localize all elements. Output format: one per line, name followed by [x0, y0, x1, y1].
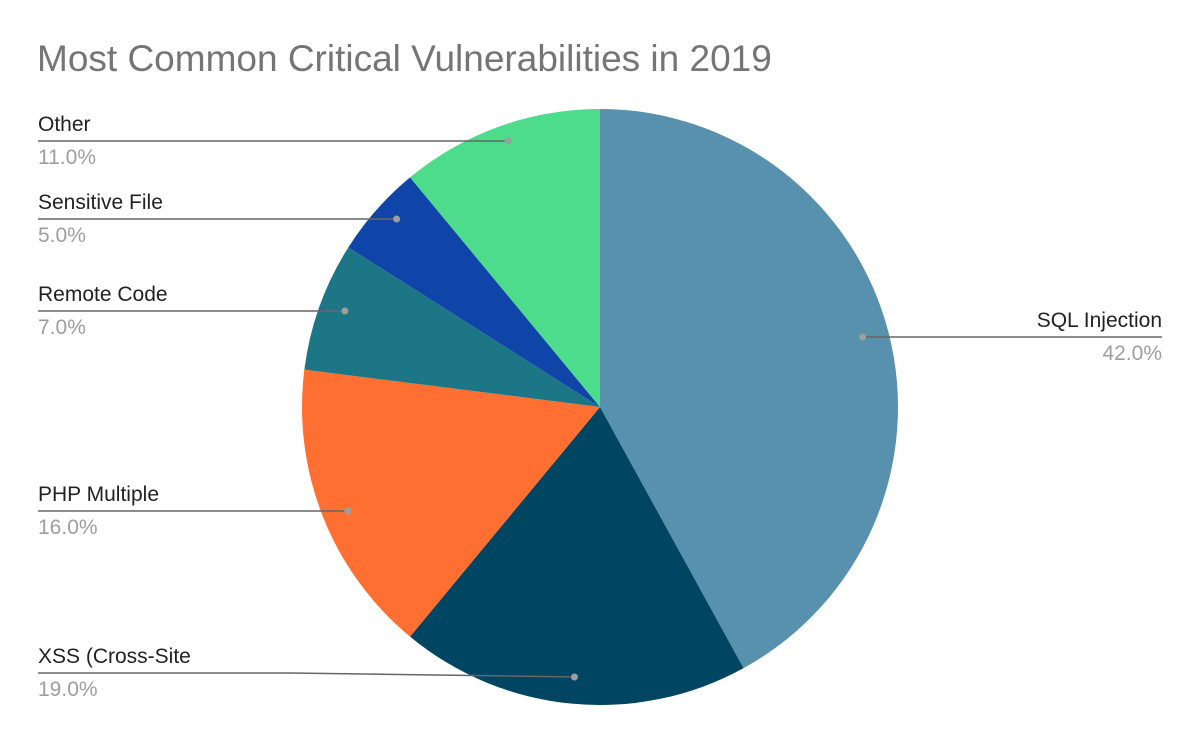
slice-label: Sensitive File	[38, 191, 163, 214]
slice-label: XSS (Cross-Site	[38, 645, 191, 668]
leader-dot-5	[504, 137, 512, 145]
pie-slice-0	[600, 109, 899, 669]
slice-percent-label: 19.0%	[38, 678, 98, 701]
leader-dot-0	[859, 333, 867, 341]
leader-dot-3	[341, 307, 349, 315]
chart-title: Most Common Critical Vulnerabilities in …	[37, 38, 772, 79]
slice-label: PHP Multiple	[38, 483, 159, 506]
pie-slice-5	[410, 108, 600, 407]
slice-percent-label: 5.0%	[38, 224, 86, 247]
slice-label: SQL Injection	[1036, 309, 1162, 332]
slice-percent-label: 11.0%	[38, 146, 96, 169]
leader-dot-1	[570, 673, 578, 681]
pie-slice-1	[410, 407, 744, 705]
pie-slice-2	[302, 369, 600, 637]
slice-percent-label: 16.0%	[38, 516, 98, 539]
slice-label: Remote Code	[38, 283, 168, 306]
leader-dot-4	[393, 215, 401, 223]
leader-line-1	[38, 672, 575, 678]
slice-label: Other	[38, 113, 91, 136]
slice-percent-label: 7.0%	[38, 316, 86, 339]
leader-dot-2	[344, 507, 352, 515]
slice-percent-label: 42.0%	[1102, 342, 1162, 365]
pie-slice-3	[304, 247, 600, 407]
pie-slice-4	[348, 177, 600, 407]
